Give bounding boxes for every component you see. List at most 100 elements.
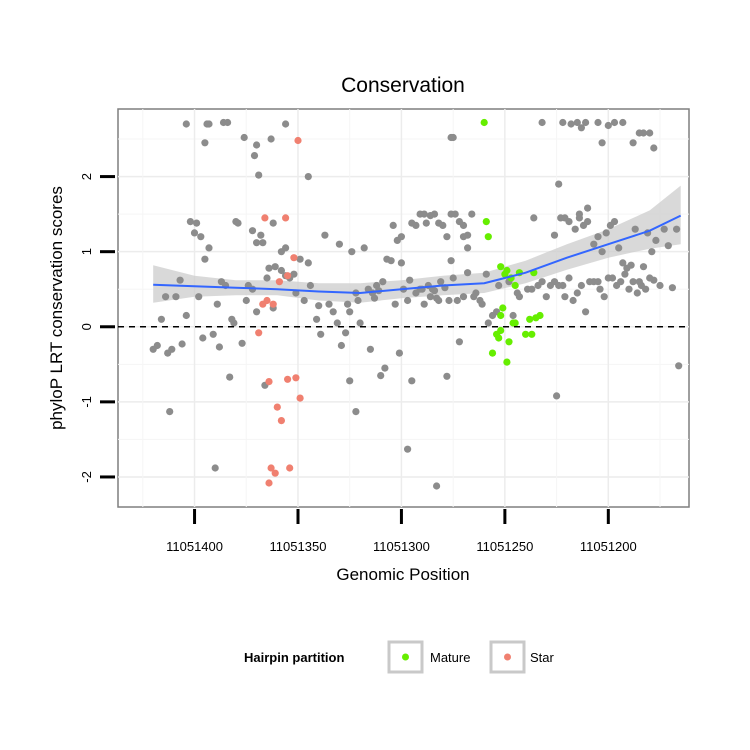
point-other xyxy=(639,129,648,137)
point-other xyxy=(182,120,190,128)
point-other xyxy=(420,300,428,308)
point-other xyxy=(205,244,213,252)
point-star xyxy=(296,394,304,402)
point-other xyxy=(538,278,546,286)
point-other xyxy=(565,274,573,282)
point-other xyxy=(240,133,248,142)
point-other xyxy=(162,293,170,301)
point-other xyxy=(370,294,379,302)
point-other xyxy=(602,229,610,237)
legend-title: Hairpin partition xyxy=(244,650,344,665)
point-star xyxy=(259,300,267,308)
point-other xyxy=(199,334,207,342)
point-other xyxy=(437,278,445,286)
point-other xyxy=(412,221,420,229)
point-other xyxy=(464,244,472,252)
point-other xyxy=(459,293,468,301)
point-other xyxy=(608,274,617,282)
point-other xyxy=(190,229,199,237)
point-other xyxy=(484,319,492,327)
point-other xyxy=(443,233,451,241)
point-other xyxy=(617,278,625,286)
point-other xyxy=(553,392,561,400)
point-other xyxy=(354,296,362,305)
point-other xyxy=(631,225,639,233)
point-other xyxy=(178,340,186,348)
grid-lines xyxy=(118,109,689,507)
point-other xyxy=(559,118,567,127)
point-other xyxy=(509,311,517,320)
point-other xyxy=(335,240,343,248)
point-other xyxy=(530,214,538,222)
point-other xyxy=(290,270,298,278)
point-mature xyxy=(503,358,511,366)
point-other xyxy=(629,139,637,147)
point-mature xyxy=(497,311,505,320)
x-tick-label: 11051350 xyxy=(270,539,327,554)
point-other xyxy=(453,296,461,305)
point-other xyxy=(660,225,668,233)
point-other xyxy=(594,118,602,127)
point-other xyxy=(224,118,232,127)
point-other xyxy=(215,343,223,351)
legend-label-mature: Mature xyxy=(430,650,470,665)
point-other xyxy=(352,408,360,416)
point-other xyxy=(648,248,656,256)
point-other xyxy=(226,373,234,381)
point-other xyxy=(242,296,250,305)
point-other xyxy=(259,239,267,247)
point-other xyxy=(389,221,397,229)
point-other xyxy=(337,341,345,350)
point-other xyxy=(344,300,352,308)
point-other xyxy=(395,349,403,357)
point-other xyxy=(304,173,312,181)
point-star xyxy=(284,272,292,280)
point-other xyxy=(325,300,333,308)
point-other xyxy=(277,266,285,275)
point-other xyxy=(397,233,405,241)
point-other xyxy=(642,285,650,293)
point-other xyxy=(443,372,451,380)
point-star xyxy=(294,136,302,145)
point-other xyxy=(567,120,575,128)
point-other xyxy=(652,236,660,244)
point-other xyxy=(577,281,586,290)
point-other xyxy=(203,120,211,128)
point-star xyxy=(292,374,300,382)
point-other xyxy=(381,364,389,372)
point-other xyxy=(408,377,416,385)
point-other xyxy=(673,225,681,233)
point-other xyxy=(176,276,184,284)
point-other xyxy=(610,118,619,127)
point-other xyxy=(333,319,341,327)
point-other xyxy=(172,293,180,301)
point-mature xyxy=(484,233,492,241)
x-tick-label: 11051400 xyxy=(166,539,223,554)
point-other xyxy=(478,300,486,308)
point-other xyxy=(209,330,217,338)
smooth-confidence-band xyxy=(153,185,681,303)
point-mature xyxy=(509,319,517,327)
point-other xyxy=(230,319,238,327)
point-other xyxy=(271,263,279,271)
point-other xyxy=(559,281,567,290)
point-star xyxy=(277,417,285,425)
point-other xyxy=(404,445,412,453)
point-mature xyxy=(526,315,534,323)
point-other xyxy=(577,124,586,132)
point-other xyxy=(296,255,304,263)
legend-item-mature: Mature xyxy=(387,640,470,674)
point-other xyxy=(346,377,354,385)
y-tick-label: -1 xyxy=(79,396,94,408)
point-other xyxy=(387,257,395,265)
point-other xyxy=(582,118,590,127)
point-other xyxy=(538,118,546,127)
point-other xyxy=(197,233,205,241)
point-other xyxy=(433,482,441,490)
point-other xyxy=(528,285,536,293)
point-mature xyxy=(503,266,511,275)
x-axis: 11051400 11051350 11051300 11051250 11051200 xyxy=(166,509,637,554)
point-star xyxy=(284,375,292,383)
point-other xyxy=(650,276,658,284)
